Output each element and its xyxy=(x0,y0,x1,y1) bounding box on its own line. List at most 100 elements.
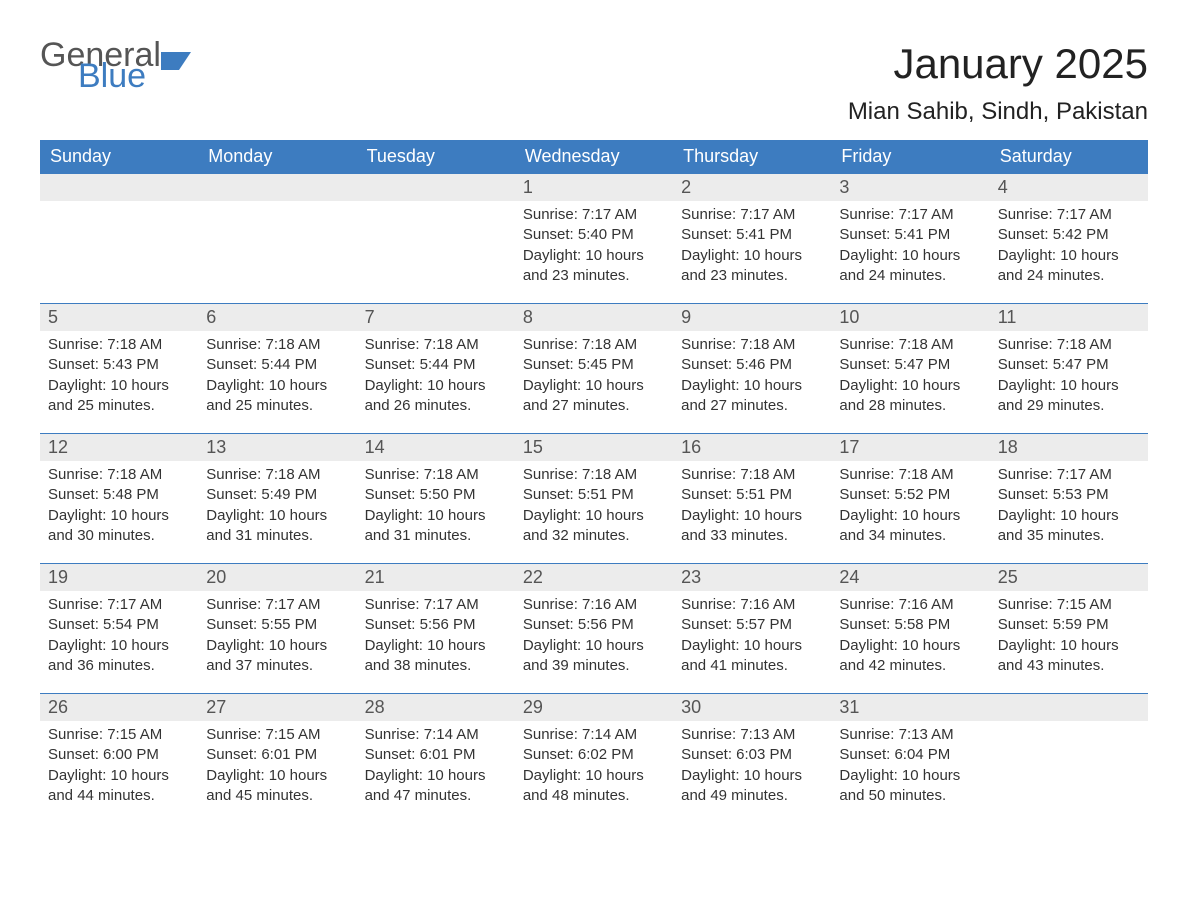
day-content: Sunrise: 7:18 AMSunset: 5:48 PMDaylight:… xyxy=(40,461,198,554)
daylight-line: Daylight: 10 hours and 50 minutes. xyxy=(839,766,981,807)
day-number: 28 xyxy=(357,693,515,721)
sunrise-line: Sunrise: 7:17 AM xyxy=(48,595,190,615)
sunset-line: Sunset: 5:50 PM xyxy=(365,485,507,505)
sunrise-line: Sunrise: 7:14 AM xyxy=(365,725,507,745)
day-number: 1 xyxy=(515,173,673,201)
calendar-cell: 30Sunrise: 7:13 AMSunset: 6:03 PMDayligh… xyxy=(673,693,831,823)
day-content: Sunrise: 7:17 AMSunset: 5:41 PMDaylight:… xyxy=(673,201,831,294)
calendar-cell: 21Sunrise: 7:17 AMSunset: 5:56 PMDayligh… xyxy=(357,563,515,693)
day-number: 2 xyxy=(673,173,831,201)
daylight-line: Daylight: 10 hours and 23 minutes. xyxy=(681,246,823,287)
daylight-line: Daylight: 10 hours and 45 minutes. xyxy=(206,766,348,807)
calendar-cell: 16Sunrise: 7:18 AMSunset: 5:51 PMDayligh… xyxy=(673,433,831,563)
day-number: 17 xyxy=(831,433,989,461)
day-number: 11 xyxy=(990,303,1148,331)
sunrise-line: Sunrise: 7:17 AM xyxy=(839,205,981,225)
daylight-line: Daylight: 10 hours and 23 minutes. xyxy=(523,246,665,287)
weekday-header: Saturday xyxy=(990,140,1148,173)
calendar-cell: 25Sunrise: 7:15 AMSunset: 5:59 PMDayligh… xyxy=(990,563,1148,693)
header: General Blue January 2025 Mian Sahib, Si… xyxy=(40,40,1148,126)
sunset-line: Sunset: 5:42 PM xyxy=(998,225,1140,245)
day-number: 5 xyxy=(40,303,198,331)
sunrise-line: Sunrise: 7:18 AM xyxy=(365,335,507,355)
day-number: 25 xyxy=(990,563,1148,591)
day-content: Sunrise: 7:14 AMSunset: 6:01 PMDaylight:… xyxy=(357,721,515,814)
daylight-line: Daylight: 10 hours and 31 minutes. xyxy=(365,506,507,547)
day-content: Sunrise: 7:16 AMSunset: 5:57 PMDaylight:… xyxy=(673,591,831,684)
daylight-line: Daylight: 10 hours and 47 minutes. xyxy=(365,766,507,807)
day-number: 18 xyxy=(990,433,1148,461)
day-number: 15 xyxy=(515,433,673,461)
calendar-table: SundayMondayTuesdayWednesdayThursdayFrid… xyxy=(40,140,1148,823)
calendar-cell: 18Sunrise: 7:17 AMSunset: 5:53 PMDayligh… xyxy=(990,433,1148,563)
day-number: 21 xyxy=(357,563,515,591)
sunset-line: Sunset: 5:40 PM xyxy=(523,225,665,245)
day-content: Sunrise: 7:16 AMSunset: 5:58 PMDaylight:… xyxy=(831,591,989,684)
calendar-cell: 12Sunrise: 7:18 AMSunset: 5:48 PMDayligh… xyxy=(40,433,198,563)
day-number: 10 xyxy=(831,303,989,331)
day-content: Sunrise: 7:18 AMSunset: 5:45 PMDaylight:… xyxy=(515,331,673,424)
sunset-line: Sunset: 5:43 PM xyxy=(48,355,190,375)
day-content: Sunrise: 7:17 AMSunset: 5:55 PMDaylight:… xyxy=(198,591,356,684)
calendar-head: SundayMondayTuesdayWednesdayThursdayFrid… xyxy=(40,140,1148,173)
day-number: 29 xyxy=(515,693,673,721)
day-content: Sunrise: 7:18 AMSunset: 5:43 PMDaylight:… xyxy=(40,331,198,424)
calendar-cell: 14Sunrise: 7:18 AMSunset: 5:50 PMDayligh… xyxy=(357,433,515,563)
day-number xyxy=(198,173,356,201)
day-content: Sunrise: 7:18 AMSunset: 5:47 PMDaylight:… xyxy=(831,331,989,424)
day-number: 7 xyxy=(357,303,515,331)
sunset-line: Sunset: 5:59 PM xyxy=(998,615,1140,635)
day-content: Sunrise: 7:17 AMSunset: 5:56 PMDaylight:… xyxy=(357,591,515,684)
sunset-line: Sunset: 5:41 PM xyxy=(839,225,981,245)
sunset-line: Sunset: 5:54 PM xyxy=(48,615,190,635)
calendar-cell: 11Sunrise: 7:18 AMSunset: 5:47 PMDayligh… xyxy=(990,303,1148,433)
sunset-line: Sunset: 5:47 PM xyxy=(998,355,1140,375)
calendar-row: 12Sunrise: 7:18 AMSunset: 5:48 PMDayligh… xyxy=(40,433,1148,563)
calendar-cell: 23Sunrise: 7:16 AMSunset: 5:57 PMDayligh… xyxy=(673,563,831,693)
day-number: 26 xyxy=(40,693,198,721)
day-content: Sunrise: 7:18 AMSunset: 5:49 PMDaylight:… xyxy=(198,461,356,554)
daylight-line: Daylight: 10 hours and 36 minutes. xyxy=(48,636,190,677)
day-number: 30 xyxy=(673,693,831,721)
calendar-cell: 1Sunrise: 7:17 AMSunset: 5:40 PMDaylight… xyxy=(515,173,673,303)
day-content: Sunrise: 7:18 AMSunset: 5:50 PMDaylight:… xyxy=(357,461,515,554)
logo-flag-icon xyxy=(161,46,195,74)
sunset-line: Sunset: 6:00 PM xyxy=(48,745,190,765)
day-content: Sunrise: 7:18 AMSunset: 5:51 PMDaylight:… xyxy=(515,461,673,554)
daylight-line: Daylight: 10 hours and 27 minutes. xyxy=(523,376,665,417)
sunset-line: Sunset: 5:44 PM xyxy=(365,355,507,375)
sunset-line: Sunset: 5:52 PM xyxy=(839,485,981,505)
day-number: 6 xyxy=(198,303,356,331)
calendar-cell xyxy=(990,693,1148,823)
sunrise-line: Sunrise: 7:18 AM xyxy=(681,465,823,485)
daylight-line: Daylight: 10 hours and 32 minutes. xyxy=(523,506,665,547)
weekday-header: Thursday xyxy=(673,140,831,173)
daylight-line: Daylight: 10 hours and 33 minutes. xyxy=(681,506,823,547)
daylight-line: Daylight: 10 hours and 25 minutes. xyxy=(206,376,348,417)
sunrise-line: Sunrise: 7:17 AM xyxy=(998,205,1140,225)
day-number: 31 xyxy=(831,693,989,721)
logo-word2: Blue xyxy=(78,61,161,92)
day-number: 4 xyxy=(990,173,1148,201)
sunrise-line: Sunrise: 7:17 AM xyxy=(998,465,1140,485)
daylight-line: Daylight: 10 hours and 29 minutes. xyxy=(998,376,1140,417)
calendar-cell: 29Sunrise: 7:14 AMSunset: 6:02 PMDayligh… xyxy=(515,693,673,823)
daylight-line: Daylight: 10 hours and 39 minutes. xyxy=(523,636,665,677)
day-content: Sunrise: 7:14 AMSunset: 6:02 PMDaylight:… xyxy=(515,721,673,814)
sunset-line: Sunset: 5:58 PM xyxy=(839,615,981,635)
calendar-cell: 4Sunrise: 7:17 AMSunset: 5:42 PMDaylight… xyxy=(990,173,1148,303)
calendar-cell: 10Sunrise: 7:18 AMSunset: 5:47 PMDayligh… xyxy=(831,303,989,433)
daylight-line: Daylight: 10 hours and 42 minutes. xyxy=(839,636,981,677)
day-number: 8 xyxy=(515,303,673,331)
calendar-row: 19Sunrise: 7:17 AMSunset: 5:54 PMDayligh… xyxy=(40,563,1148,693)
calendar-cell: 17Sunrise: 7:18 AMSunset: 5:52 PMDayligh… xyxy=(831,433,989,563)
sunrise-line: Sunrise: 7:18 AM xyxy=(839,465,981,485)
daylight-line: Daylight: 10 hours and 38 minutes. xyxy=(365,636,507,677)
daylight-line: Daylight: 10 hours and 41 minutes. xyxy=(681,636,823,677)
sunrise-line: Sunrise: 7:16 AM xyxy=(523,595,665,615)
day-content: Sunrise: 7:15 AMSunset: 6:00 PMDaylight:… xyxy=(40,721,198,814)
weekday-header: Sunday xyxy=(40,140,198,173)
day-number: 13 xyxy=(198,433,356,461)
sunrise-line: Sunrise: 7:17 AM xyxy=(365,595,507,615)
sunrise-line: Sunrise: 7:18 AM xyxy=(206,465,348,485)
